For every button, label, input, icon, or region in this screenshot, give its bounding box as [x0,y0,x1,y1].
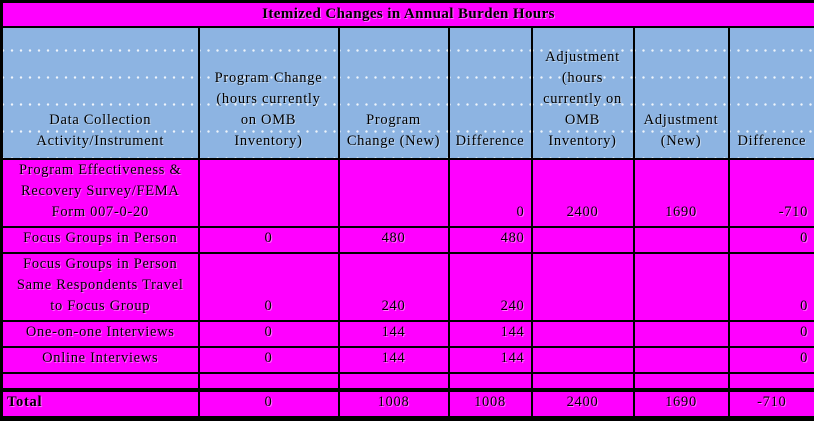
cell-program-change-inventory [199,159,339,227]
cell-difference-1: 1008 [449,390,532,419]
table-row: Program Effectiveness & Recovery Survey/… [2,159,814,227]
table-row-blank [2,373,814,390]
cell-difference-2: 0 [729,253,814,321]
cell-program-change-new [339,373,449,390]
col-header-program-change-new: Program Change (New) [339,27,449,159]
cell-program-change-inventory: 0 [199,321,339,347]
cell-activity: Focus Groups in Person Same Respondents … [2,253,199,321]
cell-program-change-new: 480 [339,227,449,253]
cell-total-label: Total [2,390,199,419]
table-row-total: Total 0 1008 1008 2400 1690 -710 [2,390,814,419]
cell-adjustment-new [634,321,729,347]
cell-program-change-inventory: 0 [199,390,339,419]
cell-adjustment-new [634,373,729,390]
cell-program-change-new: 144 [339,321,449,347]
cell-difference-2 [729,373,814,390]
table-row: Online Interviews 0 144 144 0 [2,347,814,373]
cell-program-change-new [339,159,449,227]
cell-adjustment-inventory: 2400 [532,390,634,419]
cell-difference-2: -710 [729,159,814,227]
cell-adjustment-new: 1690 [634,159,729,227]
col-header-adjustment-inventory: Adjustment (hours currently on OMB Inven… [532,27,634,159]
col-header-difference-2: Difference [729,27,814,159]
cell-adjustment-inventory [532,373,634,390]
cell-activity: Focus Groups in Person [2,227,199,253]
table-row: Focus Groups in Person Same Respondents … [2,253,814,321]
cell-program-change-inventory: 0 [199,253,339,321]
cell-difference-2: -710 [729,390,814,419]
cell-difference-1: 240 [449,253,532,321]
col-header-program-change-inventory: Program Change (hours currently on OMB I… [199,27,339,159]
cell-difference-2: 0 [729,321,814,347]
cell-difference-1: 144 [449,347,532,373]
cell-difference-2: 0 [729,227,814,253]
cell-program-change-new: 1008 [339,390,449,419]
cell-difference-1 [449,373,532,390]
cell-adjustment-inventory: 2400 [532,159,634,227]
cell-program-change-inventory [199,373,339,390]
cell-activity: Program Effectiveness & Recovery Survey/… [2,159,199,227]
table-row: Focus Groups in Person 0 480 480 0 [2,227,814,253]
cell-activity [2,373,199,390]
cell-adjustment-new [634,347,729,373]
cell-program-change-inventory: 0 [199,227,339,253]
cell-program-change-new: 144 [339,347,449,373]
cell-adjustment-inventory [532,321,634,347]
cell-adjustment-inventory [532,227,634,253]
cell-program-change-new: 240 [339,253,449,321]
col-header-difference-1: Difference [449,27,532,159]
table-title: Itemized Changes in Annual Burden Hours [2,2,814,28]
cell-adjustment-new [634,227,729,253]
cell-difference-1: 144 [449,321,532,347]
cell-difference-2: 0 [729,347,814,373]
cell-adjustment-new [634,253,729,321]
cell-program-change-inventory: 0 [199,347,339,373]
col-header-adjustment-new: Adjustment (New) [634,27,729,159]
cell-difference-1: 480 [449,227,532,253]
cell-adjustment-new: 1690 [634,390,729,419]
table-row: One-on-one Interviews 0 144 144 0 [2,321,814,347]
cell-activity: Online Interviews [2,347,199,373]
cell-adjustment-inventory [532,347,634,373]
cell-activity: One-on-one Interviews [2,321,199,347]
cell-difference-1: 0 [449,159,532,227]
col-header-activity: Data Collection Activity/Instrument [2,27,199,159]
cell-adjustment-inventory [532,253,634,321]
